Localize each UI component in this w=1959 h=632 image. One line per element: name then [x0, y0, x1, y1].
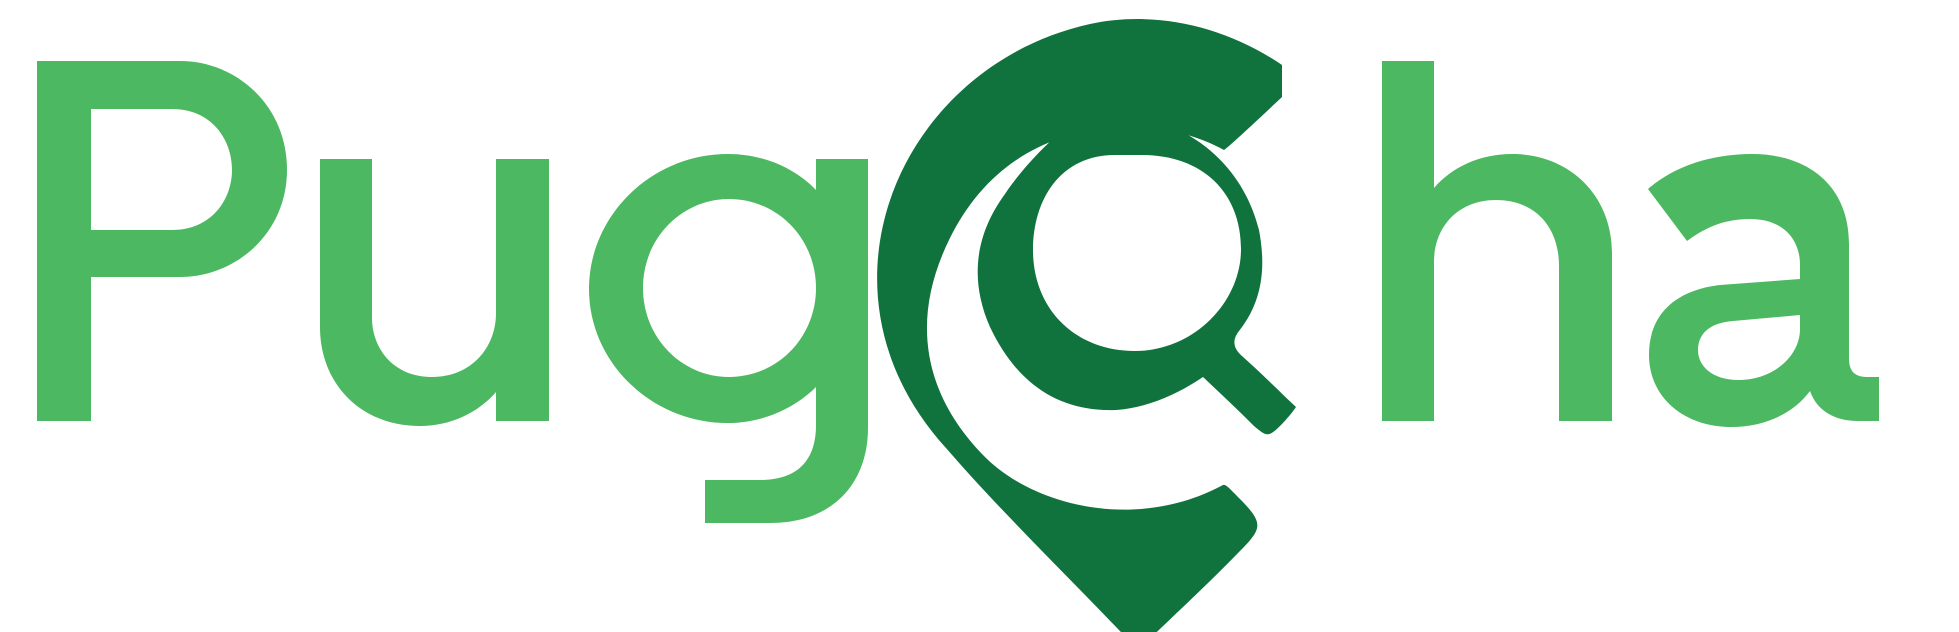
letter-g: [589, 154, 868, 523]
letter-a: [1648, 154, 1879, 427]
letter-p: [37, 61, 287, 421]
letter-h: [1382, 61, 1612, 421]
map-pin-magnifier-icon: [877, 19, 1296, 632]
letter-u: [320, 159, 549, 426]
